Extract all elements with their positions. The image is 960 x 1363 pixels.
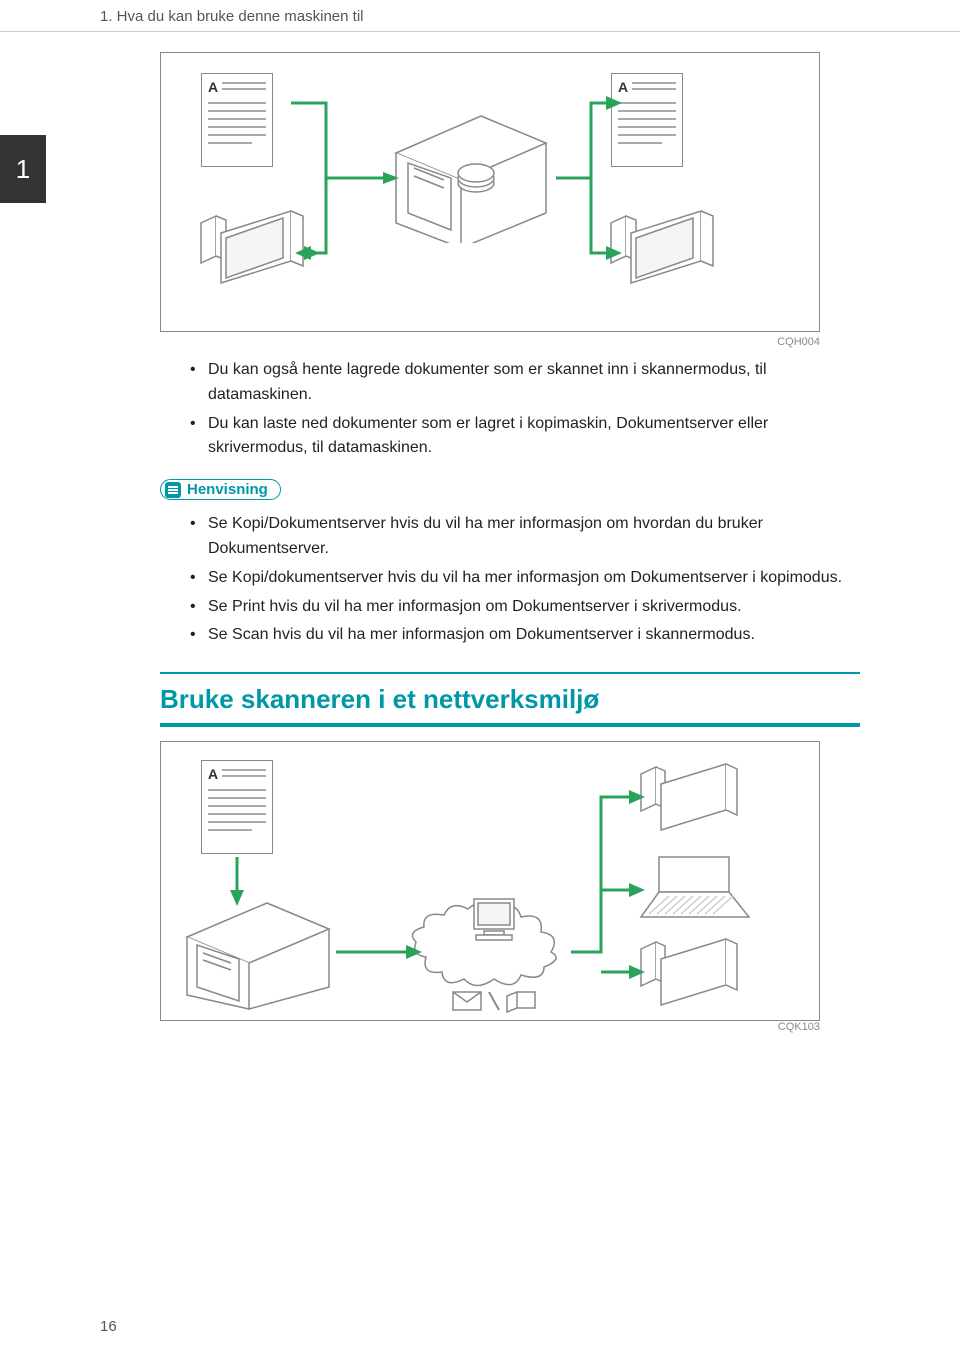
main-bullets: Du kan også hente lagrede dokumenter som… [190, 358, 860, 461]
section-heading: Bruke skanneren i et nettverksmiljø [160, 672, 860, 727]
page-header: 1. Hva du kan bruke denne maskinen til [0, 0, 960, 32]
bullet: Se Kopi/dokumentserver hvis du vil ha me… [190, 566, 860, 591]
connectors [161, 53, 821, 333]
figure-1-caption: CQH004 [160, 336, 820, 348]
bullet: Se Kopi/Dokumentserver hvis du vil ha me… [190, 512, 860, 562]
reference-label: Henvisning [187, 481, 268, 498]
bullet: Du kan laste ned dokumenter som er lagre… [190, 412, 860, 462]
bullet: Du kan også hente lagrede dokumenter som… [190, 358, 860, 408]
reference-badge: Henvisning [160, 479, 281, 500]
figure-2-caption: CQK103 [160, 1021, 820, 1033]
figure-1: A A [160, 52, 820, 332]
bullet: Se Scan hvis du vil ha mer informasjon o… [190, 623, 860, 648]
chapter-tab: 1 [0, 135, 46, 203]
connectors-2 [161, 742, 821, 1022]
figure-2: A [160, 741, 820, 1021]
page-number: 16 [100, 1318, 117, 1335]
reference-icon [165, 482, 181, 498]
content-area: A A [0, 32, 960, 1033]
bullet: Se Print hvis du vil ha mer informasjon … [190, 595, 860, 620]
reference-bullets: Se Kopi/Dokumentserver hvis du vil ha me… [190, 512, 860, 648]
